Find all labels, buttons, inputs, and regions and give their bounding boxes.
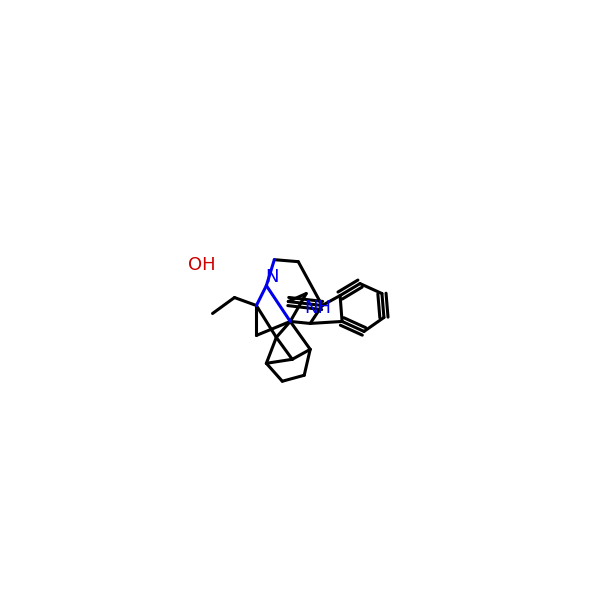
Text: OH: OH — [188, 256, 216, 274]
Text: NH: NH — [304, 299, 331, 317]
Text: N: N — [265, 268, 279, 286]
